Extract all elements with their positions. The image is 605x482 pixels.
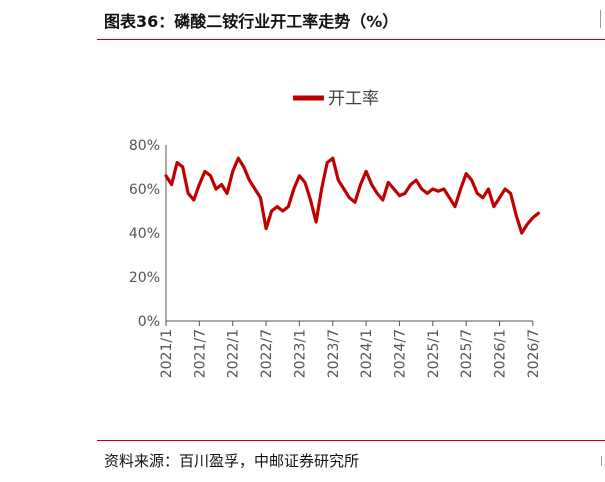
x-tick-label: 2026/7 bbox=[526, 329, 542, 378]
x-tick-label: 2024/1 bbox=[359, 329, 375, 378]
source-divider bbox=[97, 440, 605, 441]
x-tick-label: 2023/7 bbox=[326, 329, 342, 378]
legend-label: 开工率 bbox=[328, 89, 379, 109]
y-tick-label: 80% bbox=[129, 138, 160, 154]
x-tick-label: 2025/1 bbox=[426, 329, 442, 378]
series-line-开工率 bbox=[164, 156, 541, 235]
x-tick-label: 2023/1 bbox=[292, 329, 308, 378]
y-tick-label: 20% bbox=[129, 270, 160, 286]
x-tick-label: 2022/1 bbox=[226, 329, 242, 378]
page-edge-mark bbox=[600, 10, 605, 28]
figure-title: 图表36：磷酸二铵行业开工率走势（%） bbox=[104, 12, 399, 31]
y-tick-label: 0% bbox=[138, 314, 160, 330]
source-note: 资料来源：百川盈孚，中邮证券研究所 bbox=[104, 452, 360, 470]
x-tick-label: 2026/1 bbox=[493, 329, 509, 378]
x-tick-label: 2024/7 bbox=[392, 329, 408, 378]
title-divider bbox=[97, 39, 605, 40]
x-tick-label: 2021/7 bbox=[192, 329, 208, 378]
x-tick-label: 2025/7 bbox=[459, 329, 475, 378]
x-tick-label: 2021/1 bbox=[159, 329, 175, 378]
y-tick-label: 40% bbox=[129, 226, 160, 242]
x-tick-label: 2022/7 bbox=[259, 329, 275, 378]
y-tick-label: 60% bbox=[129, 182, 160, 198]
page-edge-mark-bottom bbox=[601, 456, 605, 466]
